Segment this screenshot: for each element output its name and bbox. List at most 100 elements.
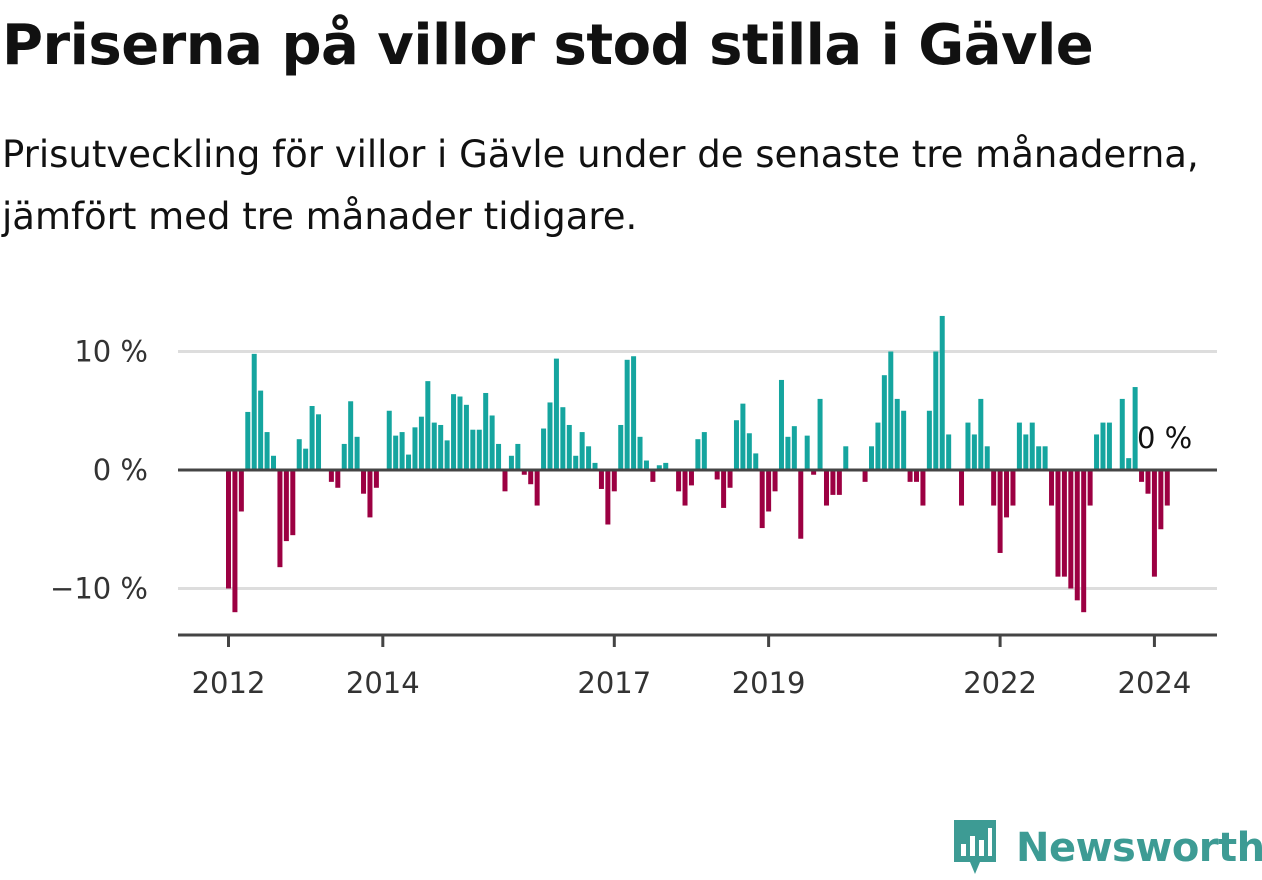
page-title: Priserna på villor stod stilla i Gävle (2, 13, 1094, 78)
bar (573, 455, 579, 470)
bar (1106, 422, 1112, 470)
bar (399, 432, 405, 470)
bar (1119, 398, 1125, 470)
bar (316, 414, 322, 471)
bar (1158, 470, 1164, 530)
bar (733, 420, 739, 470)
bar (1049, 470, 1055, 506)
bar (553, 358, 559, 470)
bar (1145, 470, 1151, 494)
bar (785, 436, 791, 470)
bar (264, 432, 270, 470)
bar (328, 470, 334, 482)
brand-name: Newsworthy (1016, 825, 1262, 871)
bar (496, 443, 502, 470)
bar (1042, 446, 1048, 470)
bar (470, 429, 476, 470)
price-change-bar-chart: 10 % 0 % −10 % 2012 2014 2017 2019 2022 2024 0 … (50, 315, 1217, 700)
bar (946, 434, 952, 470)
bar (226, 470, 231, 589)
bar (283, 470, 289, 542)
bar (914, 470, 920, 482)
bar (521, 470, 527, 475)
bar (296, 439, 302, 470)
bar (1055, 470, 1061, 577)
bar (1074, 470, 1080, 601)
bar (1036, 446, 1042, 470)
bar (663, 462, 669, 470)
bar (425, 381, 431, 471)
bar (959, 470, 965, 506)
bar (637, 436, 643, 470)
bar (688, 470, 694, 486)
bar (1023, 434, 1029, 470)
bar (354, 436, 360, 470)
bar (528, 470, 534, 485)
bar (656, 465, 662, 470)
bar (238, 470, 244, 512)
bar (1010, 470, 1016, 506)
bar (830, 470, 836, 495)
bar (618, 424, 624, 470)
bar (502, 470, 508, 492)
bar (373, 470, 379, 488)
bar (984, 446, 990, 470)
bar (823, 470, 829, 506)
bar (1094, 434, 1100, 470)
bar (836, 470, 842, 495)
bar (393, 435, 399, 470)
bar (508, 455, 514, 470)
bar (701, 432, 707, 470)
bar (303, 448, 309, 470)
bar (444, 440, 450, 471)
bar (566, 424, 572, 470)
bar (991, 470, 997, 506)
bar (643, 460, 649, 470)
bar (778, 379, 784, 470)
x-axis-ticks: 2012 2014 2017 2019 2022 2024 (192, 635, 1192, 700)
newsworthy-logo-icon (954, 820, 996, 874)
x-tick-label: 2017 (577, 666, 651, 700)
x-tick-label: 2022 (963, 666, 1037, 700)
bar (804, 435, 810, 470)
bar (894, 398, 900, 470)
bar (766, 470, 772, 512)
bar (1139, 470, 1145, 482)
bar (1081, 470, 1087, 613)
bar (579, 432, 585, 470)
bar (798, 470, 804, 539)
bar (907, 470, 913, 482)
bar (727, 470, 733, 488)
last-value-label: 0 % (1137, 421, 1192, 455)
bar (560, 407, 566, 470)
bar (714, 470, 720, 480)
bar (457, 396, 463, 470)
bar (1061, 470, 1067, 577)
x-tick-label: 2024 (1118, 666, 1192, 700)
bar (489, 415, 495, 470)
bar (650, 470, 656, 482)
bar (721, 470, 727, 508)
bar (1068, 470, 1074, 589)
bar (746, 433, 752, 470)
bar (547, 402, 553, 470)
bar (586, 446, 592, 470)
bar (1087, 470, 1093, 506)
bar (682, 470, 688, 506)
bar (676, 470, 682, 492)
y-tick-label: 10 % (74, 335, 148, 369)
bar (1100, 422, 1106, 470)
bar (476, 429, 482, 470)
bar (1004, 470, 1010, 518)
bar (817, 398, 823, 470)
x-tick-label: 2014 (346, 666, 420, 700)
bar (611, 470, 617, 492)
bar (965, 422, 971, 470)
bar (367, 470, 373, 518)
bar (598, 470, 604, 489)
bar (740, 403, 746, 470)
bar (438, 424, 444, 470)
bars (226, 315, 1170, 613)
bar (406, 454, 412, 470)
bar (412, 427, 418, 470)
